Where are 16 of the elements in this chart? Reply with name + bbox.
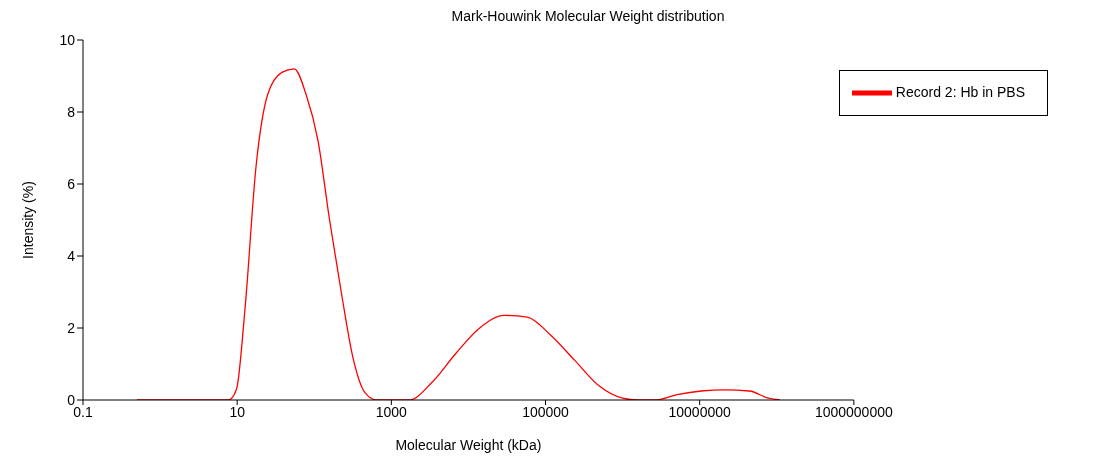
y-tick-label: 4 bbox=[67, 247, 76, 264]
x-tick-label: 1000 bbox=[375, 403, 408, 420]
y-tick-label: 10 bbox=[59, 31, 76, 48]
x-tick-label: 10 bbox=[229, 403, 246, 420]
x-tick-label: 100000 bbox=[522, 403, 570, 420]
chart-title: Mark-Houwink Molecular Weight distribution bbox=[450, 8, 726, 26]
x-tick-label: 10000000 bbox=[668, 403, 732, 420]
y-tick-label: 2 bbox=[67, 319, 76, 336]
y-tick-label: 6 bbox=[67, 175, 76, 192]
y-axis-title: Intensity (%) bbox=[19, 181, 36, 259]
y-tick-label: 0 bbox=[67, 391, 76, 408]
x-axis-title: Molecular Weight (kDa) bbox=[395, 437, 542, 453]
x-tick-label: 1000000000 bbox=[814, 403, 893, 420]
legend-label: Record 2: Hb in PBS bbox=[895, 83, 1025, 100]
y-tick-label: 8 bbox=[67, 103, 76, 120]
x-tick-label: 0.1 bbox=[73, 403, 93, 420]
